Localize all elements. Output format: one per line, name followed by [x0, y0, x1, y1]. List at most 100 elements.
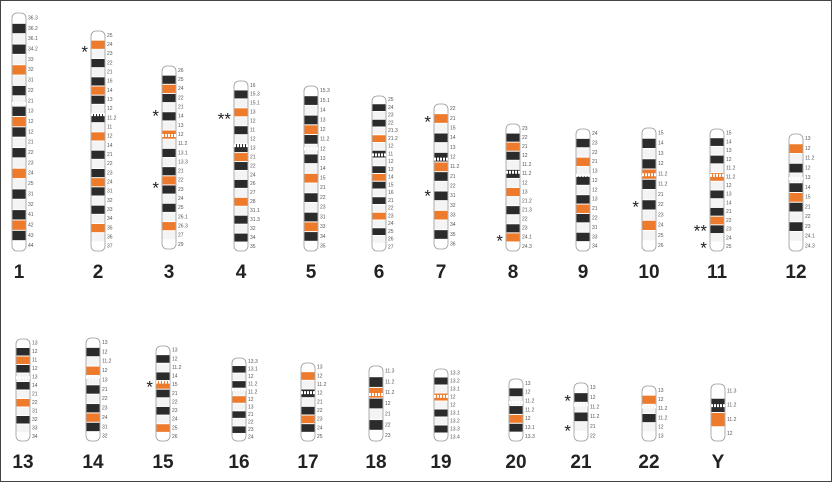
band-label: 32	[450, 203, 456, 209]
band-label: 23	[385, 433, 391, 439]
band	[156, 389, 170, 398]
asterisk: *	[152, 106, 159, 125]
band-label: 31	[28, 191, 34, 197]
chromosome-outline	[161, 65, 177, 250]
band-label: 13	[805, 136, 811, 142]
band	[91, 49, 105, 58]
band-label: 11	[388, 151, 393, 157]
band-label: 12	[28, 129, 34, 135]
band-label: 11	[32, 358, 37, 364]
band	[304, 222, 318, 232]
band-label: 21	[178, 169, 184, 175]
band	[576, 232, 590, 242]
band-label: 24	[388, 221, 394, 227]
band	[232, 403, 246, 411]
band-label: 11.2	[726, 174, 736, 180]
band	[434, 152, 448, 162]
band-label: 23	[726, 227, 732, 233]
band-label: 25	[172, 425, 178, 431]
band-label: 35	[250, 244, 256, 250]
band-label: 12	[658, 161, 664, 167]
band	[434, 123, 448, 133]
band-label: 34	[320, 234, 326, 240]
band-label: 15	[172, 382, 178, 388]
band-label: 13	[592, 169, 598, 175]
band-label: 22	[317, 408, 323, 414]
band	[304, 125, 318, 135]
band-label: 13.1	[178, 150, 188, 156]
band	[789, 232, 803, 241]
band	[789, 154, 803, 163]
band	[162, 139, 176, 148]
band-label: 22	[450, 183, 456, 189]
band-label: 21	[450, 174, 456, 180]
band	[301, 380, 315, 389]
band	[789, 163, 803, 173]
band	[710, 155, 724, 164]
chromosome-number: 1	[14, 262, 25, 283]
band	[12, 179, 26, 189]
band	[642, 231, 656, 241]
band-label: 11.2	[522, 162, 532, 168]
band-label: 33	[28, 57, 34, 63]
band	[434, 417, 448, 425]
asterisk: *	[81, 42, 88, 61]
band	[86, 404, 100, 413]
band-label: 22	[178, 178, 184, 184]
band-label: 16	[107, 79, 113, 85]
band	[710, 138, 724, 146]
band	[234, 170, 248, 179]
band-label: 15	[388, 182, 394, 188]
band	[576, 176, 590, 185]
band-label: 21	[248, 412, 254, 418]
band-label: 24	[726, 235, 732, 241]
band-label: 36	[107, 235, 113, 241]
band	[234, 162, 248, 170]
chromosome-number: 15	[152, 452, 174, 473]
band-label: 12	[248, 397, 254, 403]
band	[434, 114, 448, 123]
chromosome-number: 4	[236, 262, 247, 283]
band-label: 11.2	[805, 156, 815, 162]
band-label: 13.3	[525, 434, 535, 440]
chromosome-outline	[90, 30, 106, 252]
band	[509, 406, 523, 414]
band-label: 25	[388, 97, 394, 103]
band	[642, 404, 656, 413]
band	[710, 190, 724, 199]
band	[12, 148, 26, 158]
band-label: 13.1	[525, 425, 535, 431]
band-label: 13.2	[450, 418, 460, 424]
band-label: 23	[317, 417, 323, 423]
band	[12, 44, 26, 54]
band	[234, 179, 248, 188]
asterisk: **	[218, 109, 232, 128]
band-label: 13	[102, 340, 108, 346]
chromosome-number: 19	[430, 452, 451, 473]
band-label: 21	[450, 116, 456, 122]
band	[156, 424, 170, 432]
band	[91, 150, 105, 159]
band-label: 23	[658, 212, 664, 218]
chromosome-number: 14	[82, 452, 104, 473]
band	[574, 422, 588, 431]
band	[434, 133, 448, 143]
band-label: 13	[726, 148, 732, 154]
band-label: 26.1	[178, 214, 188, 220]
band-label: 26	[388, 237, 394, 243]
band	[710, 173, 724, 181]
chromosome-number: 16	[228, 452, 249, 473]
band	[12, 220, 26, 230]
asterisk: *	[146, 377, 153, 396]
band-label: 21	[522, 144, 528, 150]
band-label: 13	[248, 404, 254, 410]
band-label: 13	[726, 192, 732, 198]
band	[234, 135, 248, 144]
band-label: 32	[28, 67, 34, 73]
band	[434, 409, 448, 417]
band-label: 12	[590, 395, 596, 401]
band	[506, 215, 520, 224]
band	[642, 159, 656, 169]
band-label: 21	[385, 412, 391, 418]
band	[234, 117, 248, 126]
